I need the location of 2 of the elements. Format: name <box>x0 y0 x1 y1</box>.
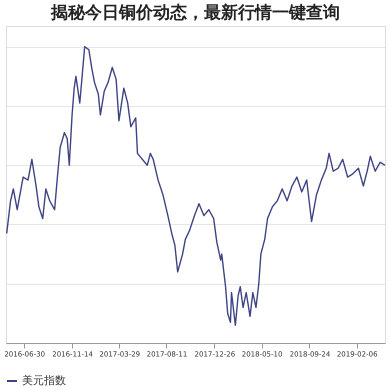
chart-title: 揭秘今日铜价动态，最新行情一键查询 <box>50 3 340 23</box>
legend-label: 美元指数 <box>22 374 66 387</box>
